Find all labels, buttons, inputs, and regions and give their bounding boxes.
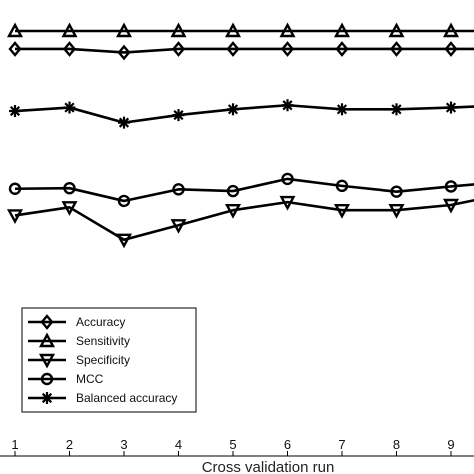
series-line xyxy=(14,177,474,203)
data-point xyxy=(444,41,458,57)
series-line xyxy=(15,47,474,54)
data-point xyxy=(444,180,458,193)
legend-entry: MCC xyxy=(28,372,104,386)
data-point xyxy=(172,109,185,122)
data-point xyxy=(8,41,22,57)
x-tick-label: 6 xyxy=(284,437,291,452)
data-point xyxy=(388,204,405,219)
legend-marker xyxy=(38,353,56,369)
data-point xyxy=(279,195,296,211)
data-point xyxy=(224,204,242,219)
series-line xyxy=(14,103,474,124)
data-point xyxy=(445,101,457,114)
x-tick-label: 9 xyxy=(447,437,454,452)
data-point xyxy=(171,41,186,57)
x-tick-label: 1 xyxy=(11,437,18,452)
data-point xyxy=(281,172,294,186)
data-point xyxy=(280,41,295,57)
legend-label: Sensitivity xyxy=(76,334,130,348)
data-point xyxy=(117,44,131,61)
legend-marker xyxy=(38,332,56,348)
series-accuracy xyxy=(8,41,474,61)
legend-entry: Sensitivity xyxy=(28,332,130,348)
series-group xyxy=(6,22,474,249)
x-tick-label: 4 xyxy=(175,437,182,452)
series-mcc xyxy=(8,172,474,208)
data-point xyxy=(390,103,403,116)
x-tick-label: 8 xyxy=(393,437,400,452)
data-point xyxy=(63,181,76,195)
legend-label: Balanced accuracy xyxy=(76,391,177,405)
data-point xyxy=(8,182,22,195)
data-point xyxy=(9,105,21,118)
data-point xyxy=(118,116,130,129)
data-point xyxy=(279,22,296,38)
data-point xyxy=(6,209,24,224)
data-point xyxy=(115,22,133,38)
data-point xyxy=(390,185,403,198)
series-balanced-accuracy xyxy=(9,99,474,129)
data-point xyxy=(224,22,242,38)
x-tick-label: 3 xyxy=(120,437,127,452)
data-point xyxy=(333,204,351,219)
legend-entry: Balanced accuracy xyxy=(28,391,177,405)
data-point xyxy=(226,41,240,57)
x-ticks: 1 2 3 4 5 6 7 8 9 xyxy=(11,437,455,456)
legend-label: Specificity xyxy=(76,353,130,367)
x-tick-label: 5 xyxy=(229,437,236,452)
legend: Accuracy Sensitivity Specificity MCC Balance… xyxy=(21,307,197,413)
data-point xyxy=(6,22,24,38)
series-specificity xyxy=(6,195,474,249)
data-point xyxy=(389,41,404,57)
data-point xyxy=(226,184,240,198)
data-point xyxy=(62,41,77,57)
x-tick-label: 2 xyxy=(66,437,73,452)
data-point xyxy=(172,183,185,196)
legend-entry: Specificity xyxy=(28,353,130,369)
data-point xyxy=(336,103,348,116)
data-point xyxy=(170,22,187,38)
legend-label: Accuracy xyxy=(76,315,125,329)
data-point xyxy=(227,103,239,116)
series-line xyxy=(14,199,474,242)
data-point xyxy=(333,22,351,38)
legend-entry: Accuracy xyxy=(28,314,125,330)
legend-marker xyxy=(41,392,53,404)
x-axis-label: Cross validation run xyxy=(202,459,335,474)
data-point xyxy=(117,194,131,208)
data-point xyxy=(388,22,405,38)
data-point xyxy=(61,22,78,38)
data-point xyxy=(281,99,294,112)
data-point xyxy=(442,198,460,214)
data-point xyxy=(335,179,349,193)
data-point xyxy=(442,22,460,38)
data-point xyxy=(61,201,78,216)
legend-marker xyxy=(40,314,54,330)
data-point xyxy=(335,41,349,57)
data-point xyxy=(63,101,76,114)
series-sensitivity xyxy=(6,22,474,38)
data-point xyxy=(115,233,133,249)
x-tick-label: 7 xyxy=(338,437,345,452)
legend-label: MCC xyxy=(76,372,104,386)
legend-marker xyxy=(40,372,54,386)
data-point xyxy=(170,219,187,234)
